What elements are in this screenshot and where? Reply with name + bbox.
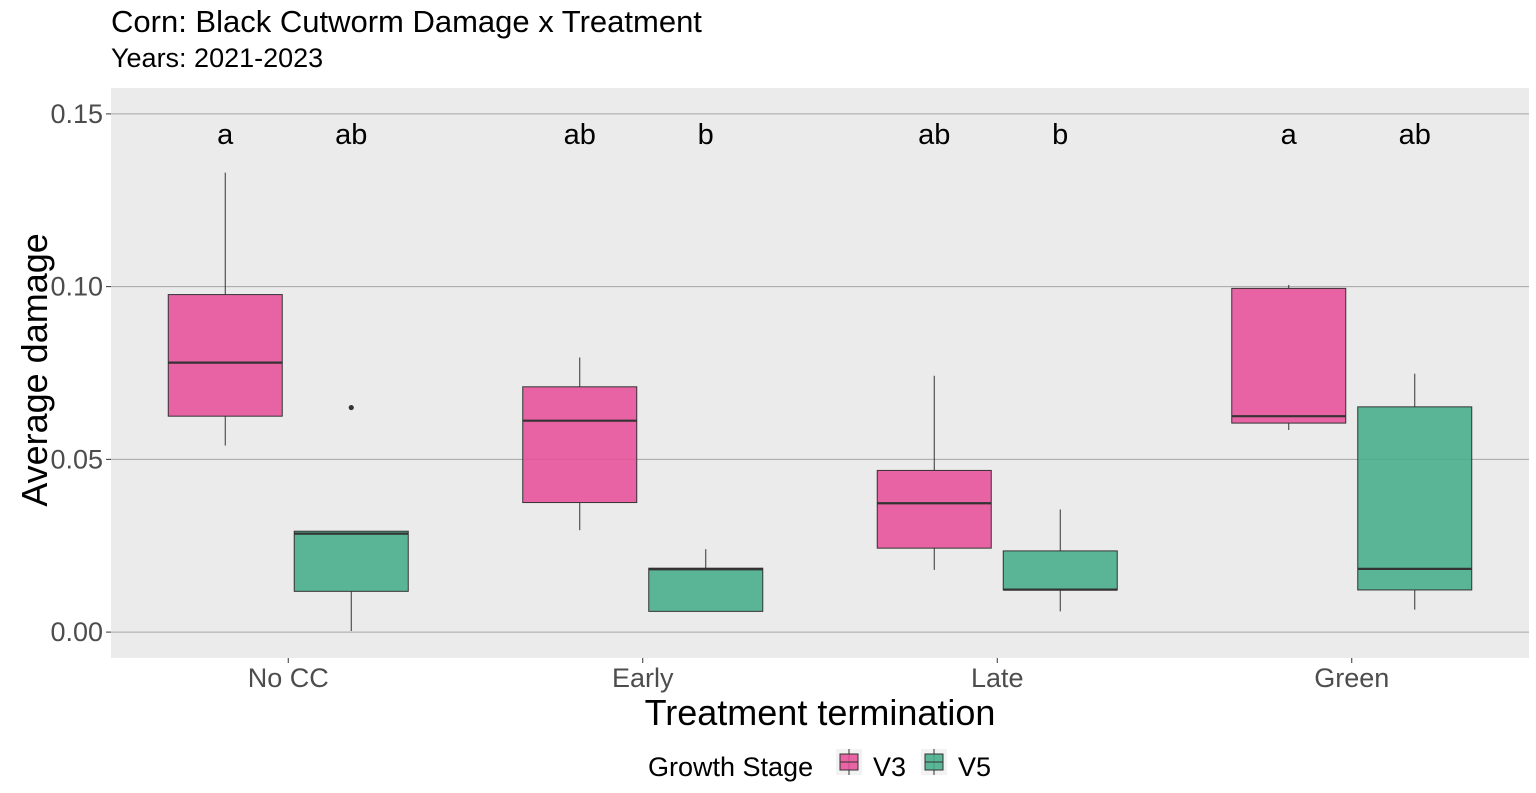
legend-item-v3: V3 <box>836 749 906 782</box>
box <box>1002 550 1118 591</box>
box-V5-no-cc <box>293 404 409 632</box>
legend-item-v5: V5 <box>921 749 991 782</box>
legend-items: V3 V5 <box>836 749 991 782</box>
box <box>522 386 638 504</box>
boxplots <box>167 172 1473 632</box>
legend-title: Growth Stage <box>648 752 813 782</box>
box-V3-green <box>1231 284 1347 430</box>
significance-letter: ab <box>564 119 596 151</box>
box-V3-early <box>522 357 638 531</box>
box-V3-late <box>876 375 992 570</box>
y-axis-ticks: 0.00 0.05 0.10 0.15 <box>50 99 111 647</box>
chart-title: Corn: Black Cutworm Damage x Treatment <box>111 4 702 39</box>
box-V3-no-cc <box>167 172 283 446</box>
chart-subtitle: Years: 2021-2023 <box>111 43 323 73</box>
x-axis-title: Treatment termination <box>645 692 996 733</box>
gridlines <box>111 113 1529 633</box>
significance-letter: a <box>1281 119 1298 151</box>
x-tick-label: Late <box>971 663 1024 693</box>
box <box>167 294 283 417</box>
box-V5-early <box>648 549 764 612</box>
box <box>876 469 992 549</box>
box-V5-green <box>1357 373 1473 610</box>
y-tick-label: 0.10 <box>50 272 103 302</box>
box <box>648 567 764 612</box>
legend-label: V5 <box>958 752 991 782</box>
legend-label: V3 <box>873 752 906 782</box>
box <box>1357 406 1473 591</box>
significance-letter: ab <box>1399 119 1431 151</box>
y-axis-title: Average damage <box>14 233 55 507</box>
x-tick-label: Early <box>612 663 674 693</box>
significance-letter: ab <box>918 119 950 151</box>
significance-letter: ab <box>335 119 367 151</box>
box <box>293 530 409 592</box>
x-axis-ticks: No CC Early Late Green <box>248 658 1389 693</box>
significance-letter: a <box>217 119 234 151</box>
significance-letter: b <box>698 119 714 151</box>
significance-letters: a ab ab b ab b a ab <box>217 119 1431 151</box>
x-tick-label: Green <box>1314 663 1389 693</box>
box <box>1231 287 1347 424</box>
legend: Growth Stage V3 V5 <box>648 749 991 782</box>
box-V5-late <box>1002 509 1118 612</box>
y-tick-label: 0.05 <box>50 444 103 474</box>
outlier-point <box>348 404 354 411</box>
y-tick-label: 0.15 <box>50 99 103 129</box>
y-tick-label: 0.00 <box>50 617 103 647</box>
significance-letter: b <box>1052 119 1068 151</box>
x-tick-label: No CC <box>248 663 329 693</box>
